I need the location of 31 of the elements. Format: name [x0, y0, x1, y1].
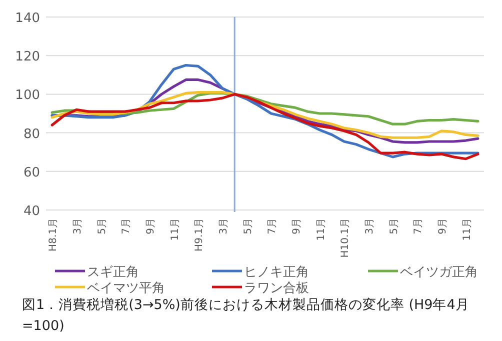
x-tick-label: 7月	[413, 218, 424, 234]
x-tick-label: 9月	[437, 218, 448, 234]
x-tick-label: 11月	[462, 218, 473, 241]
x-tick-label: 9月	[145, 218, 156, 234]
x-tick-label: 11月	[170, 218, 181, 241]
legend-label: ラワン合板	[244, 281, 309, 296]
x-tick-label: H8.1月	[48, 218, 60, 252]
x-tick-label: 3月	[218, 218, 230, 234]
x-tick-label: 5月	[388, 218, 400, 234]
caption: 図1．消費税増税(3→5%)前後における木材製品価格の変化率 (H9年4月=100)	[22, 296, 470, 336]
x-tick-label: 5月	[242, 218, 254, 234]
y-tick-label: 60	[23, 165, 40, 180]
y-tick-label: 100	[15, 88, 40, 104]
x-tick-label: 9月	[291, 218, 302, 234]
x-tick-label: 3月	[364, 218, 376, 234]
y-tick-label: 80	[23, 126, 40, 142]
x-tick-label: H10.1月	[340, 218, 352, 258]
x-tick-label: 5月	[96, 218, 108, 234]
x-tick-label: 3月	[72, 218, 84, 234]
line-series	[50, 92, 480, 160]
y-tick-label: 140	[15, 11, 40, 26]
legend-label: ベイツガ正角	[400, 265, 478, 280]
legend-label: スギ正角	[87, 265, 139, 280]
y-tick-label: 120	[15, 50, 40, 65]
legend-label: ヒノキ正角	[244, 265, 309, 280]
x-tick-label: 7月	[267, 218, 278, 234]
y-tick-label: 40	[23, 204, 40, 219]
x-tick-label: 7月	[121, 218, 132, 234]
legend-label: ベイマツ平角	[87, 281, 165, 296]
x-tick-label: 11月	[316, 218, 327, 241]
x-tick-label: H9.1月	[194, 218, 206, 252]
